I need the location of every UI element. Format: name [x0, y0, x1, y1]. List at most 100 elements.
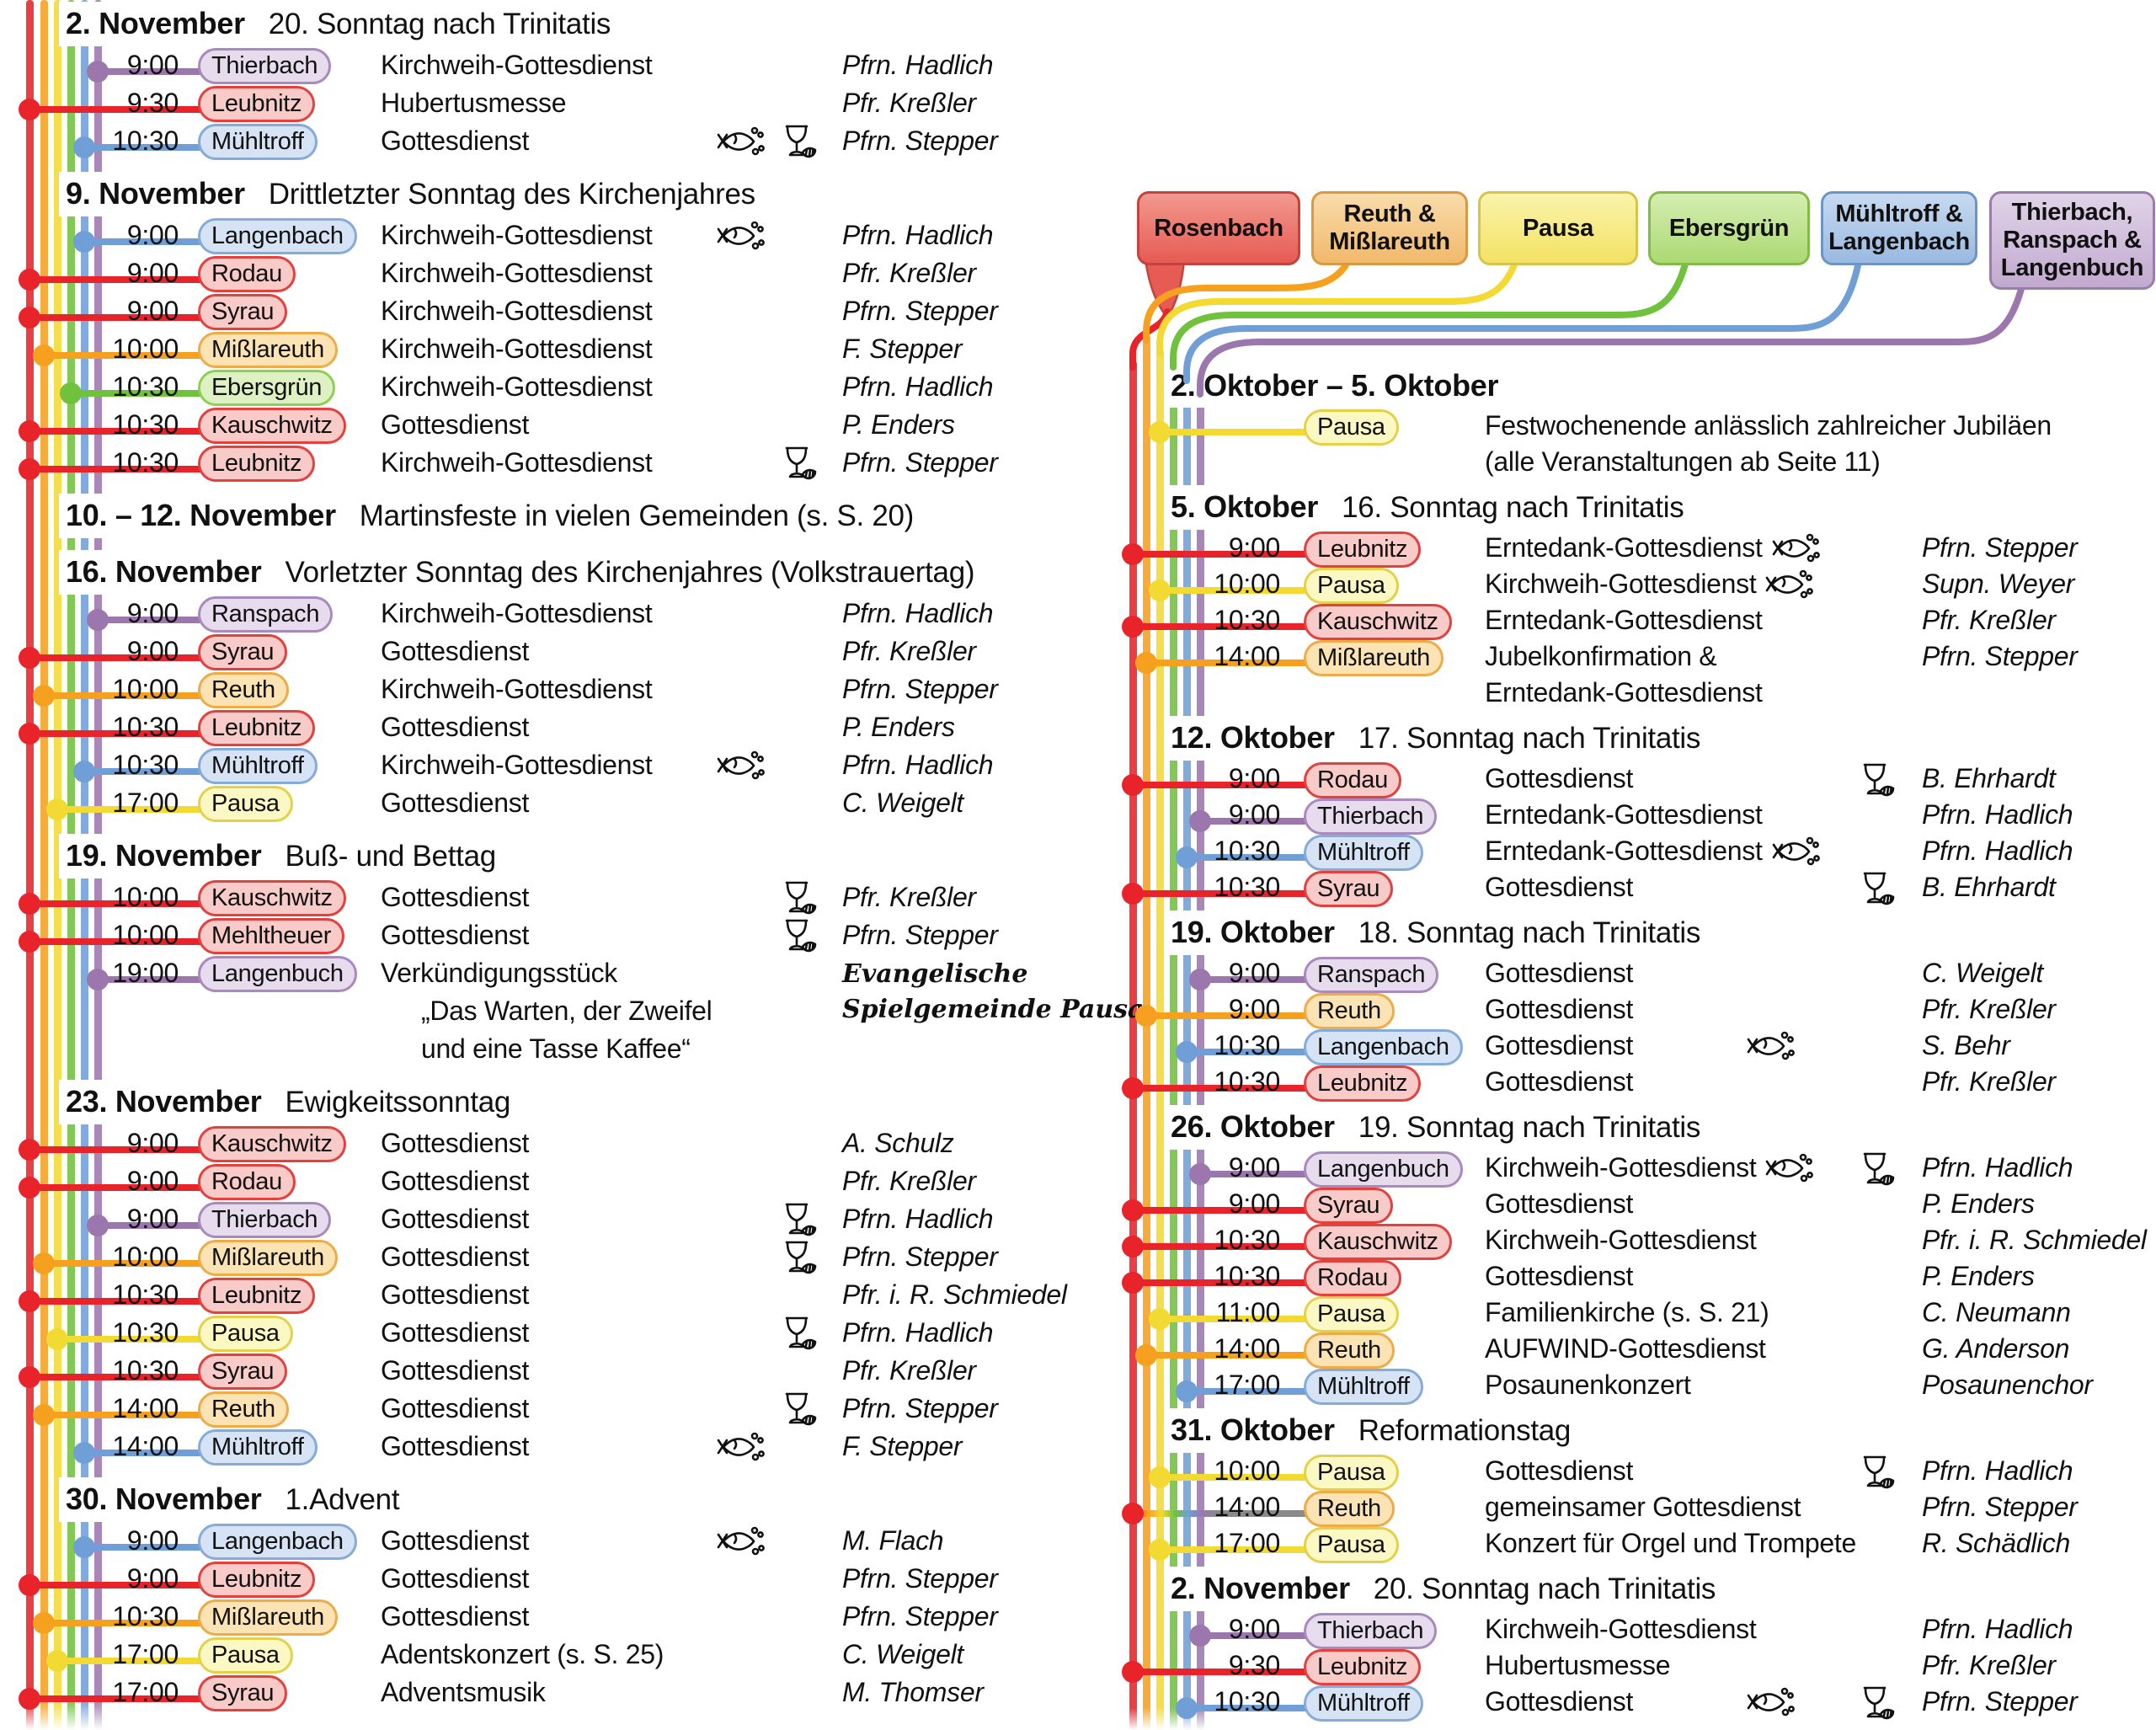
- service-event-line: Gottesdienst: [381, 1276, 529, 1314]
- service-performer-line: Pfrn. Hadlich: [1922, 1455, 2073, 1486]
- service-event-line: Erntedank-Gottesdienst: [1485, 675, 1763, 711]
- place-pill: Pausa: [1304, 1296, 1399, 1332]
- service-event-text: Gottesdienst: [1485, 1455, 1634, 1486]
- service-event-text: Kirchweih-Gottesdienst: [381, 296, 653, 326]
- connector-dot: [1149, 1308, 1171, 1330]
- service-performer: C. Neumann: [1922, 1295, 2071, 1331]
- service-event-line: gemeinsamer Gottesdienst: [1485, 1489, 1801, 1525]
- service-performer-line: Pfr. i. R. Schmiedel: [1922, 1225, 2147, 1255]
- place-pill: Syrau: [198, 1675, 288, 1711]
- service-performer: Pfrn. Stepper: [842, 1238, 998, 1276]
- service-event-text: Gottesdienst: [381, 1525, 530, 1556]
- service-performer: Pfrn. Hadlich: [1922, 797, 2073, 833]
- service-performer-line: P. Enders: [842, 712, 955, 742]
- service-performer: Pfrn. Stepper: [842, 444, 998, 482]
- connector-dot: [19, 1366, 40, 1388]
- place-pill: Syrau: [1304, 871, 1394, 907]
- service-row: 10:30 Leubnitz Gottesdienst Pfr. i. R. Schm…: [0, 1276, 1122, 1314]
- service-event: Gottesdienst: [1485, 991, 1633, 1028]
- date-label: 31. Oktober: [1171, 1412, 1335, 1447]
- service-performer-line: C. Neumann: [1922, 1297, 2071, 1327]
- service-event-line: Familienkirche (s. S. 21): [1485, 1295, 1769, 1331]
- service-performer-line: P. Enders: [1922, 1261, 2035, 1291]
- date-header: 26. Oktober 19. Sonntag nach Trinitatis: [1164, 1105, 1718, 1150]
- service-event-line: Gottesdienst: [381, 1162, 529, 1200]
- connector-dot: [1176, 1697, 1198, 1719]
- service-performer: S. Behr: [1922, 1028, 2010, 1064]
- service-event: Gottesdienst: [381, 122, 765, 160]
- fish-icon-slot: [1746, 1029, 1795, 1063]
- place-pill: Pausa: [198, 1637, 293, 1674]
- service-event-line: Gottesdienst: [381, 878, 529, 916]
- place-pill: Pausa: [1304, 1527, 1399, 1563]
- place-pill: Thierbach: [198, 48, 332, 84]
- connector-line: [1200, 1171, 1337, 1177]
- date-label: 30. November: [66, 1482, 262, 1516]
- place-pill: Pausa: [1304, 1455, 1399, 1491]
- service-time: 14:00: [1214, 1492, 1280, 1522]
- service-event-text: Gottesdienst: [1485, 1261, 1634, 1291]
- service-event: Gottesdienst: [381, 784, 529, 822]
- legend-item-label: Rosenbach: [1154, 214, 1283, 242]
- service-row: 10:30 Kauschwitz Kirchweih-Gottesdienst Pfr…: [1122, 1222, 2156, 1260]
- service-event-text: Hubertusmesse: [381, 88, 567, 118]
- date-section: 2. November 20. Sonntag nach Trinitatis 9:…: [0, 2, 1122, 160]
- service-event: Gottesdienst: [1485, 1684, 1795, 1720]
- service-time: 9:00: [126, 1204, 179, 1234]
- legend-item-label: Langenbach: [1828, 228, 1970, 255]
- connector-line: [1133, 1279, 1337, 1286]
- service-time: 9:30: [126, 88, 179, 118]
- date-section: 19. Oktober 18. Sonntag nach Trinitatis 9:…: [1122, 910, 2156, 1102]
- service-event: Gottesdienst: [1485, 1186, 1633, 1222]
- connector-dot: [1149, 1539, 1171, 1561]
- connector-line: [1160, 587, 1337, 594]
- service-performer-line: Pfrn. Hadlich: [842, 220, 994, 250]
- service-time: 9:30: [1228, 1650, 1280, 1680]
- date-header: 2. November 20. Sonntag nach Trinitatis: [1164, 1567, 1733, 1611]
- service-performer-line: Pfr. Kreßler: [1922, 605, 2056, 635]
- chalice-icon: [785, 1241, 817, 1274]
- date-section: 2. Oktober – 5. Oktober Pausa Festwochenen…: [1129, 364, 2156, 480]
- service-row: 17:00 Mühltroff Posaunenkonzert Posaunencho…: [1129, 1367, 2156, 1405]
- date-header: 19. Oktober 18. Sonntag nach Trinitatis: [1164, 910, 1718, 955]
- service-performer: Pfr. Kreßler: [1922, 1647, 2056, 1684]
- service-event-line: Verkündigungsstück: [381, 954, 712, 992]
- service-performer: Pfrn. Stepper: [842, 122, 998, 160]
- connector-line: [1160, 1474, 1337, 1481]
- service-performer-line: A. Schulz: [842, 1128, 954, 1158]
- service-row: 10:30 Langenbach Gottesdienst S. Behr: [1129, 1028, 2156, 1065]
- service-row: 9:00 Rodau Kirchweih-Gottesdienst Pfr. Kreß…: [0, 254, 1122, 292]
- place-pill: Kauschwitz: [1304, 604, 1452, 640]
- legend-item-label: Thierbach,: [2011, 199, 2133, 226]
- legend-item-reuth: Reuth & Mißlareuth: [1311, 191, 1468, 265]
- connector-line: [29, 730, 232, 737]
- service-performer: P. Enders: [1922, 1186, 2035, 1222]
- chalice-icon: [1863, 763, 1895, 797]
- service-event-line: Posaunenkonzert: [1485, 1367, 1691, 1403]
- service-performer: Pfr. Kreßler: [1922, 602, 2056, 638]
- date-subtitle: Drittletzter Sonntag des Kirchenjahres: [268, 178, 755, 211]
- schedule-column-right: 2. Oktober – 5. Oktober Pausa Festwochenen…: [1122, 364, 2156, 1725]
- fish-icon: [1747, 1031, 1795, 1060]
- service-row: 14:00 Mühltroff Gottesdienst F. Stepper: [0, 1428, 1122, 1466]
- service-event-text: „Das Warten, der Zweifel: [421, 996, 712, 1026]
- service-performer: F. Stepper: [842, 330, 963, 368]
- service-time: 10:30: [112, 1355, 179, 1386]
- connector-line: [29, 900, 232, 907]
- service-performer: Pfrn. Hadlich: [1922, 1150, 2073, 1186]
- connector-line: [1133, 782, 1337, 788]
- service-performer: Posaunenchor: [1922, 1367, 2093, 1403]
- service-event: Gottesdienst: [381, 1598, 529, 1636]
- service-event-text: Kirchweih-Gottesdienst: [1485, 1225, 1757, 1255]
- connector-dot: [1135, 652, 1157, 674]
- service-event: Jubelkonfirmation & Erntedank-Gottesdiens…: [1485, 638, 1763, 711]
- service-event-line: AUFWIND-Gottesdienst: [1485, 1331, 1766, 1367]
- date-label: 12. Oktober: [1171, 720, 1335, 755]
- connector-dot: [1149, 421, 1171, 443]
- service-time: 10:00: [112, 882, 179, 912]
- date-subtitle: Reformationstag: [1358, 1414, 1572, 1447]
- service-performer: Pfr. Kreßler: [1922, 991, 2056, 1028]
- date-subtitle: 17. Sonntag nach Trinitatis: [1358, 722, 1701, 755]
- service-event-text: Adventsmusik: [381, 1677, 546, 1707]
- service-time: 10:30: [112, 409, 179, 440]
